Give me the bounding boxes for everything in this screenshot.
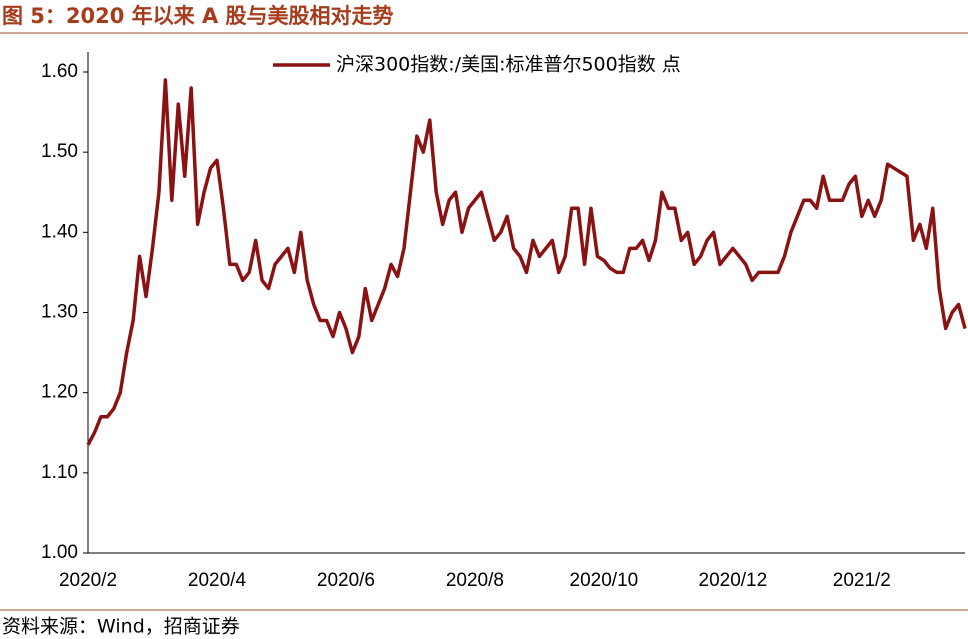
x-tick-label: 2020/12 <box>699 570 768 591</box>
y-tick-label: 1.20 <box>41 382 78 403</box>
legend-label: 沪深300指数:/美国:标准普尔500指数 点 <box>336 54 681 76</box>
x-tick-label: 2020/10 <box>570 570 639 591</box>
y-tick-label: 1.60 <box>41 61 78 82</box>
x-tick-label: 2020/4 <box>188 570 247 591</box>
y-tick-label: 1.00 <box>41 542 78 563</box>
x-tick-label: 2021/2 <box>833 570 891 591</box>
y-tick-label: 1.40 <box>41 221 78 242</box>
y-tick-label: 1.50 <box>41 141 78 162</box>
y-tick-label: 1.10 <box>41 462 78 483</box>
source-note: 资料来源：Wind，招商证券 <box>2 616 240 638</box>
x-tick-label: 2020/2 <box>59 570 117 591</box>
x-tick-label: 2020/6 <box>317 570 375 591</box>
data-line <box>86 78 967 446</box>
x-tick-label: 2020/8 <box>446 570 504 591</box>
y-tick-label: 1.30 <box>41 302 78 323</box>
chart-title: 图 5：2020 年以来 A 股与美股相对走势 <box>2 4 394 28</box>
